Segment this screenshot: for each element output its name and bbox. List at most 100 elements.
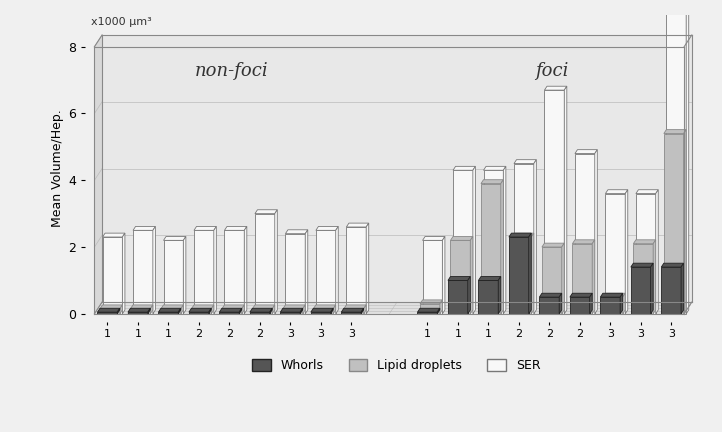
Polygon shape <box>684 130 686 314</box>
Polygon shape <box>214 226 217 314</box>
Polygon shape <box>361 308 364 314</box>
Polygon shape <box>562 243 565 314</box>
Bar <box>194 230 214 314</box>
Polygon shape <box>539 293 562 297</box>
Polygon shape <box>451 236 473 240</box>
Polygon shape <box>183 236 186 314</box>
Bar <box>255 214 275 314</box>
Polygon shape <box>573 240 595 244</box>
Polygon shape <box>102 35 692 302</box>
Bar <box>514 164 534 314</box>
Polygon shape <box>417 308 440 312</box>
Bar <box>573 244 592 314</box>
Polygon shape <box>128 308 150 312</box>
Bar <box>253 309 272 314</box>
Polygon shape <box>636 190 658 194</box>
Polygon shape <box>622 293 625 314</box>
Polygon shape <box>681 263 684 314</box>
Polygon shape <box>631 263 653 267</box>
Bar <box>347 227 366 314</box>
Polygon shape <box>468 276 470 314</box>
Bar <box>225 230 244 314</box>
Legend: Whorls, Lipid droplets, SER: Whorls, Lipid droplets, SER <box>247 354 546 377</box>
Polygon shape <box>310 308 333 312</box>
Bar <box>103 237 122 314</box>
Bar <box>509 237 529 314</box>
Polygon shape <box>531 233 534 314</box>
Polygon shape <box>509 233 531 237</box>
Polygon shape <box>189 308 212 312</box>
Polygon shape <box>448 276 470 280</box>
Bar <box>448 280 468 314</box>
Bar <box>222 309 242 314</box>
Polygon shape <box>484 166 506 170</box>
Bar <box>189 312 209 314</box>
Text: foci: foci <box>535 62 568 80</box>
Bar <box>344 309 364 314</box>
Bar <box>661 267 681 314</box>
Polygon shape <box>347 223 369 227</box>
Bar <box>280 312 300 314</box>
Polygon shape <box>191 305 214 309</box>
Polygon shape <box>420 300 443 304</box>
Polygon shape <box>422 236 445 240</box>
Polygon shape <box>133 226 155 230</box>
Polygon shape <box>501 180 503 314</box>
Bar <box>633 244 653 314</box>
Polygon shape <box>316 226 338 230</box>
Bar <box>219 312 239 314</box>
Polygon shape <box>570 293 592 297</box>
Polygon shape <box>653 240 656 314</box>
Bar <box>191 309 212 314</box>
Bar <box>453 170 473 314</box>
Polygon shape <box>158 308 180 312</box>
Polygon shape <box>253 305 275 309</box>
Polygon shape <box>209 308 212 314</box>
Polygon shape <box>620 293 622 314</box>
Polygon shape <box>180 305 183 314</box>
Polygon shape <box>161 305 183 309</box>
Bar <box>422 240 443 314</box>
Polygon shape <box>440 300 443 314</box>
Polygon shape <box>270 308 272 314</box>
Bar <box>544 90 565 314</box>
Bar <box>631 267 651 314</box>
Polygon shape <box>239 308 242 314</box>
Polygon shape <box>498 276 501 314</box>
Polygon shape <box>575 149 597 153</box>
Polygon shape <box>443 236 445 314</box>
Polygon shape <box>514 160 536 164</box>
Polygon shape <box>178 308 180 314</box>
Polygon shape <box>473 166 475 314</box>
Bar <box>575 153 595 314</box>
Polygon shape <box>633 240 656 244</box>
Polygon shape <box>661 263 684 267</box>
Polygon shape <box>503 166 506 314</box>
Polygon shape <box>212 305 214 314</box>
Polygon shape <box>103 233 125 237</box>
Bar <box>131 309 150 314</box>
Bar <box>603 297 622 314</box>
Polygon shape <box>305 230 308 314</box>
Polygon shape <box>600 293 622 297</box>
Polygon shape <box>150 305 153 314</box>
Polygon shape <box>686 0 689 314</box>
Bar <box>283 309 303 314</box>
Bar <box>316 230 336 314</box>
Polygon shape <box>117 308 120 314</box>
Polygon shape <box>544 86 567 90</box>
Bar <box>484 170 503 314</box>
Polygon shape <box>565 86 567 314</box>
Polygon shape <box>225 226 247 230</box>
Polygon shape <box>283 305 305 309</box>
Bar <box>666 0 686 314</box>
Bar <box>133 230 153 314</box>
Polygon shape <box>97 308 120 312</box>
Bar <box>250 312 270 314</box>
Bar <box>570 297 590 314</box>
Polygon shape <box>242 305 244 314</box>
Bar <box>542 247 562 314</box>
Polygon shape <box>603 293 625 297</box>
Bar <box>481 184 501 314</box>
Polygon shape <box>300 308 303 314</box>
